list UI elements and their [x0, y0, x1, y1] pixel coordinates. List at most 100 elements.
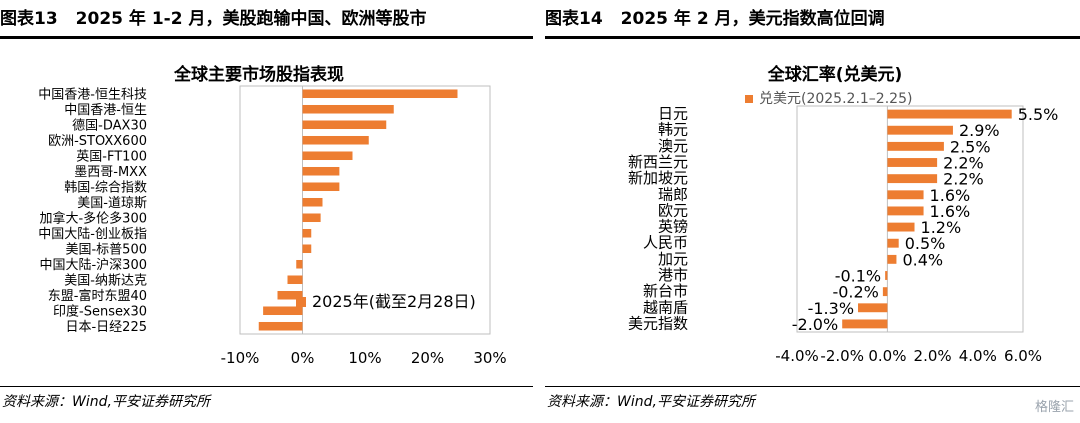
figure-header: 图表14 2025 年 2 月，美元指数高位回调 — [545, 4, 1080, 34]
data-label: 2.5% — [950, 137, 991, 156]
x-tick-label: 30% — [473, 349, 506, 367]
figure-title: 2025 年 1-2 月，美股跑输中国、欧洲等股市 — [75, 9, 427, 29]
x-tick-label: 10% — [348, 349, 381, 367]
category-label: 新西兰元 — [628, 153, 688, 171]
bar — [887, 254, 897, 264]
x-tick-label: 20% — [411, 349, 444, 367]
bar — [302, 166, 340, 176]
bar — [887, 158, 938, 167]
stock-index-chart: 全球主要市场股指表现中国香港-恒生科技中国香港-恒生德国-DAX30欧洲-STO… — [38, 64, 506, 367]
category-label: 韩国-综合指数 — [64, 180, 147, 195]
category-label: 美国-标普500 — [65, 242, 147, 257]
x-tick-label: 0.0% — [868, 347, 906, 365]
bar — [882, 287, 888, 297]
category-label: 东盟-富时东盟40 — [48, 288, 147, 304]
category-label: 美国-纳斯达克 — [64, 273, 147, 288]
data-label: 2.2% — [943, 154, 984, 173]
x-tick-label: 4.0% — [959, 347, 997, 365]
figure-header: 图表13 2025 年 1-2 月，美股跑输中国、欧洲等股市 — [0, 4, 533, 34]
data-label: 1.6% — [930, 202, 971, 221]
legend-label: 兑美元(2025.2.1–2.25) — [759, 91, 912, 107]
figure-number: 图表13 — [0, 9, 58, 29]
bar — [887, 206, 924, 216]
category-label: 美元指数 — [628, 314, 688, 332]
watermark-logo: 格隆汇 — [1034, 400, 1074, 415]
source-note: 资料来源：Wind,平安证券研究所 — [2, 394, 210, 410]
plot-frame — [796, 105, 1024, 333]
bar — [302, 120, 387, 130]
data-label: -0.2% — [832, 283, 878, 302]
bar — [885, 271, 888, 280]
category-label: 人民币 — [643, 234, 688, 252]
panel-stock-indices: 图表13 2025 年 1-2 月，美股跑输中国、欧洲等股市 全球主要市场股指表现… — [0, 0, 533, 423]
data-label: -2.0% — [792, 315, 838, 334]
category-label: 中国大陆-沪深300 — [39, 257, 147, 273]
category-label: 澳元 — [658, 137, 688, 155]
legend-swatch — [745, 95, 753, 103]
category-label: 瑞郎 — [658, 185, 688, 203]
bar — [277, 290, 303, 300]
category-label: 中国大陆-创业板指 — [38, 226, 147, 242]
chart-title: 全球汇率(兑美元) — [767, 64, 903, 85]
footer-rule — [0, 386, 533, 387]
category-label: 日元 — [658, 105, 688, 123]
bar — [302, 228, 312, 238]
bar — [842, 319, 888, 329]
bar — [302, 244, 312, 254]
category-label: 欧洲-STOXX600 — [48, 134, 147, 149]
source-note: 资料来源：Wind,平安证券研究所 — [547, 394, 755, 410]
data-label: 1.6% — [930, 186, 971, 205]
category-label: 英镑 — [658, 218, 688, 236]
category-label: 英国-FT100 — [76, 149, 147, 164]
data-label: 0.4% — [902, 250, 943, 269]
data-label: 5.5% — [1018, 105, 1059, 124]
bar — [263, 306, 303, 316]
data-label: 2.9% — [959, 121, 1000, 140]
figure-title: 2025 年 2 月，美元指数高位回调 — [620, 9, 885, 29]
data-label: 2.2% — [943, 170, 984, 189]
category-label: 中国香港-恒生 — [64, 103, 147, 118]
bar — [887, 125, 953, 135]
category-label: 新加坡元 — [628, 169, 688, 187]
bar — [858, 303, 888, 313]
category-label: 中国香港-恒生科技 — [38, 87, 147, 102]
header-rule — [545, 36, 1080, 39]
category-label: 德国-DAX30 — [72, 118, 147, 133]
category-label: 墨西哥-MXX — [74, 165, 147, 180]
x-tick-label: 2.0% — [914, 347, 952, 365]
header-rule — [0, 36, 533, 39]
bar — [887, 222, 915, 232]
bar — [302, 89, 458, 99]
category-label: 欧元 — [658, 201, 688, 219]
fx-rate-chart: 全球汇率(兑美元) 日元 5.5% 韩元 2.9% 澳元 2.5% 新西兰元 2.2% 新加坡元 2… — [628, 64, 1059, 365]
plot-frame — [239, 85, 491, 335]
data-label: -0.1% — [835, 267, 881, 286]
panel-fx-rates: 图表14 2025 年 2 月，美元指数高位回调 全球汇率(兑美元) 日元 5.5% 韩… — [545, 0, 1080, 423]
data-label: 0.5% — [905, 234, 946, 253]
legend-swatch — [296, 297, 306, 307]
bar — [887, 190, 924, 200]
footer-rule — [545, 386, 1080, 387]
x-tick-label: 0% — [291, 349, 315, 367]
bar — [302, 213, 321, 223]
x-tick-label: -10% — [221, 349, 260, 367]
category-label: 越南盾 — [643, 298, 688, 316]
x-tick-label: -2.0% — [820, 347, 864, 365]
category-label: 韩元 — [658, 121, 688, 139]
bar — [302, 182, 340, 192]
bar — [302, 197, 323, 207]
chart-title: 全球主要市场股指表现 — [173, 64, 344, 85]
category-label: 印度-Sensex30 — [53, 303, 147, 319]
bar — [887, 174, 938, 184]
bar — [287, 275, 303, 285]
x-tick-label: -4.0% — [775, 347, 819, 365]
bar — [302, 151, 353, 161]
bar — [302, 135, 369, 145]
bar — [258, 321, 303, 331]
category-label: 港市 — [658, 266, 688, 284]
legend-label: 2025年(截至2月28日) — [312, 292, 476, 311]
data-label: -1.3% — [808, 299, 854, 318]
data-label: 1.2% — [921, 218, 962, 237]
bar — [887, 141, 944, 151]
category-label: 加元 — [658, 250, 688, 268]
